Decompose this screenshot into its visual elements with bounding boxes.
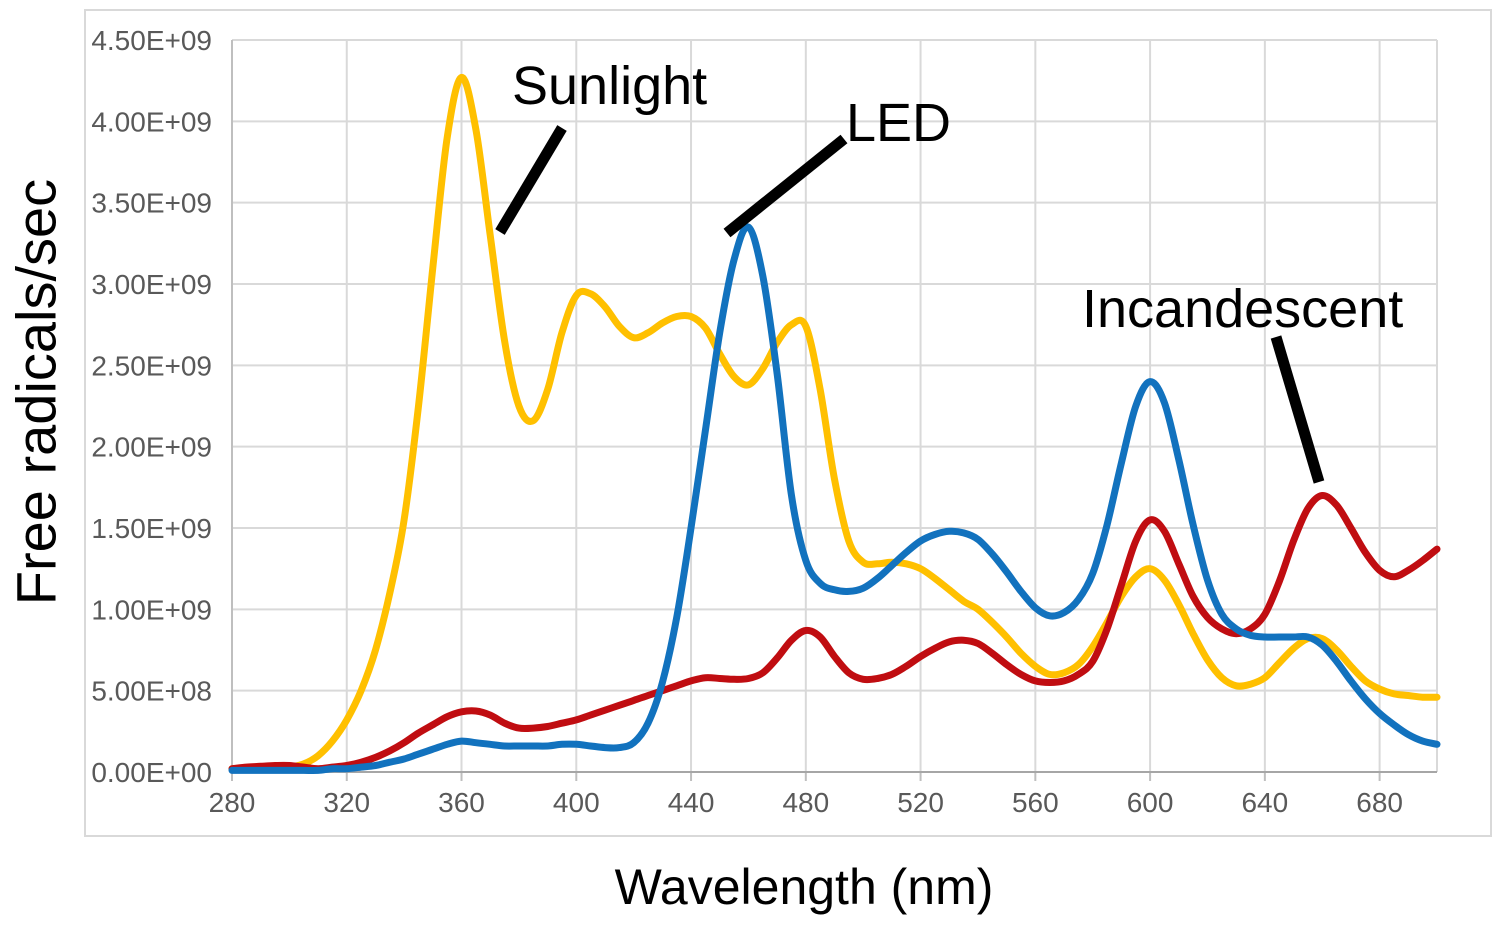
series-line-incandescent	[228, 491, 1441, 773]
chart-outer-border	[84, 9, 1492, 837]
y-tick-label: 4.00E+09	[91, 106, 212, 137]
leader-line-incandescent	[1270, 335, 1325, 484]
y-tick-label: 3.00E+09	[91, 269, 212, 300]
x-tick-label: 640	[1241, 787, 1288, 818]
x-tick-label: 400	[553, 787, 600, 818]
y-tick-label: 5.00E+08	[91, 676, 212, 707]
y-tick-label: 2.00E+09	[91, 432, 212, 463]
x-axis-title: Wavelength (nm)	[614, 859, 994, 915]
x-tick-label: 600	[1127, 787, 1174, 818]
series-line-led	[228, 223, 1441, 774]
x-tick-label: 440	[668, 787, 715, 818]
series-label-led: LED	[846, 93, 952, 153]
x-tick-label: 280	[209, 787, 256, 818]
y-tick-label: 2.50E+09	[91, 350, 212, 381]
y-tick-label: 3.50E+09	[91, 188, 212, 219]
x-tick-label: 680	[1356, 787, 1403, 818]
x-tick-label: 360	[438, 787, 485, 818]
series-label-sunlight: Sunlight	[512, 56, 708, 116]
y-tick-label: 1.00E+09	[91, 594, 212, 625]
x-tick-label: 480	[782, 787, 829, 818]
leader-line-sunlight	[495, 125, 567, 235]
y-axis-title: Free radicals/sec	[4, 178, 68, 606]
y-tick-label: 0.00E+00	[91, 757, 212, 788]
leader-line-led	[723, 134, 848, 238]
x-tick-label: 520	[897, 787, 944, 818]
series-line-sunlight	[228, 73, 1441, 773]
y-tick-label: 4.50E+09	[91, 25, 212, 56]
series-label-incandescent: Incandescent	[1082, 279, 1404, 339]
x-tick-label: 320	[323, 787, 370, 818]
x-tick-label: 560	[1012, 787, 1059, 818]
y-tick-label: 1.50E+09	[91, 513, 212, 544]
